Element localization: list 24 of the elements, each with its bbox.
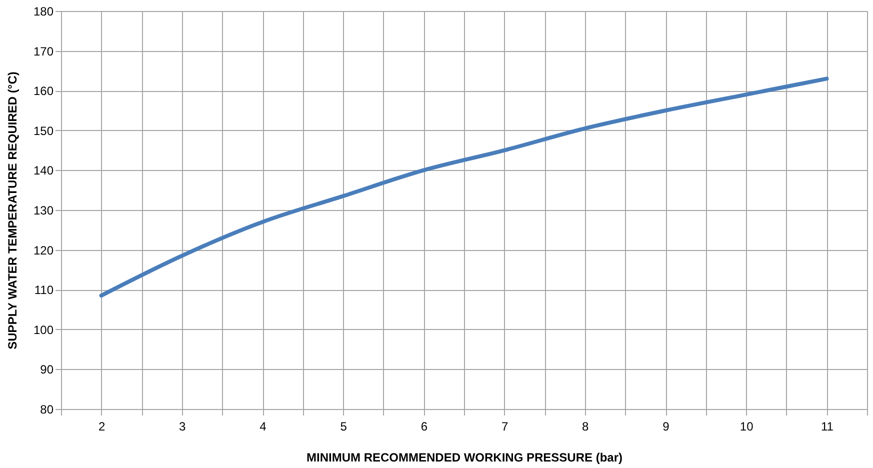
y-tick-label: 150 — [33, 124, 54, 138]
x-tick-label: 7 — [501, 420, 508, 434]
x-tick-label: 4 — [260, 420, 267, 434]
y-tick-label: 90 — [40, 362, 54, 377]
y-tick-label: 180 — [33, 4, 54, 18]
x-tick-label: 6 — [420, 420, 428, 434]
y-tick-label: 170 — [33, 44, 54, 58]
x-tick-label: 2 — [98, 420, 106, 434]
x-tick-label: 10 — [740, 420, 754, 434]
x-tick-label: 11 — [820, 420, 834, 434]
y-tick-label: 130 — [33, 204, 54, 218]
y-tick-label: 160 — [33, 84, 54, 98]
x-tick-label: 5 — [340, 420, 348, 434]
x-tick-label: 8 — [582, 420, 590, 434]
y-tick-label: 140 — [33, 164, 54, 178]
y-tick-label: 80 — [40, 402, 54, 416]
y-tick-label: 110 — [34, 283, 54, 298]
x-tick-label: 3 — [179, 420, 186, 434]
y-tick-label: 100 — [33, 322, 54, 337]
y-tick-label: 120 — [33, 243, 54, 258]
y-axis-title: SUPPLY WATER TEMPERATURE REQUIRED (°C) — [5, 72, 20, 350]
line-series — [99, 76, 829, 298]
x-axis-title: MINIMUM RECOMMENDED WORKING PRESSURE (bar) — [306, 450, 623, 464]
x-tick-label: 9 — [662, 420, 670, 434]
